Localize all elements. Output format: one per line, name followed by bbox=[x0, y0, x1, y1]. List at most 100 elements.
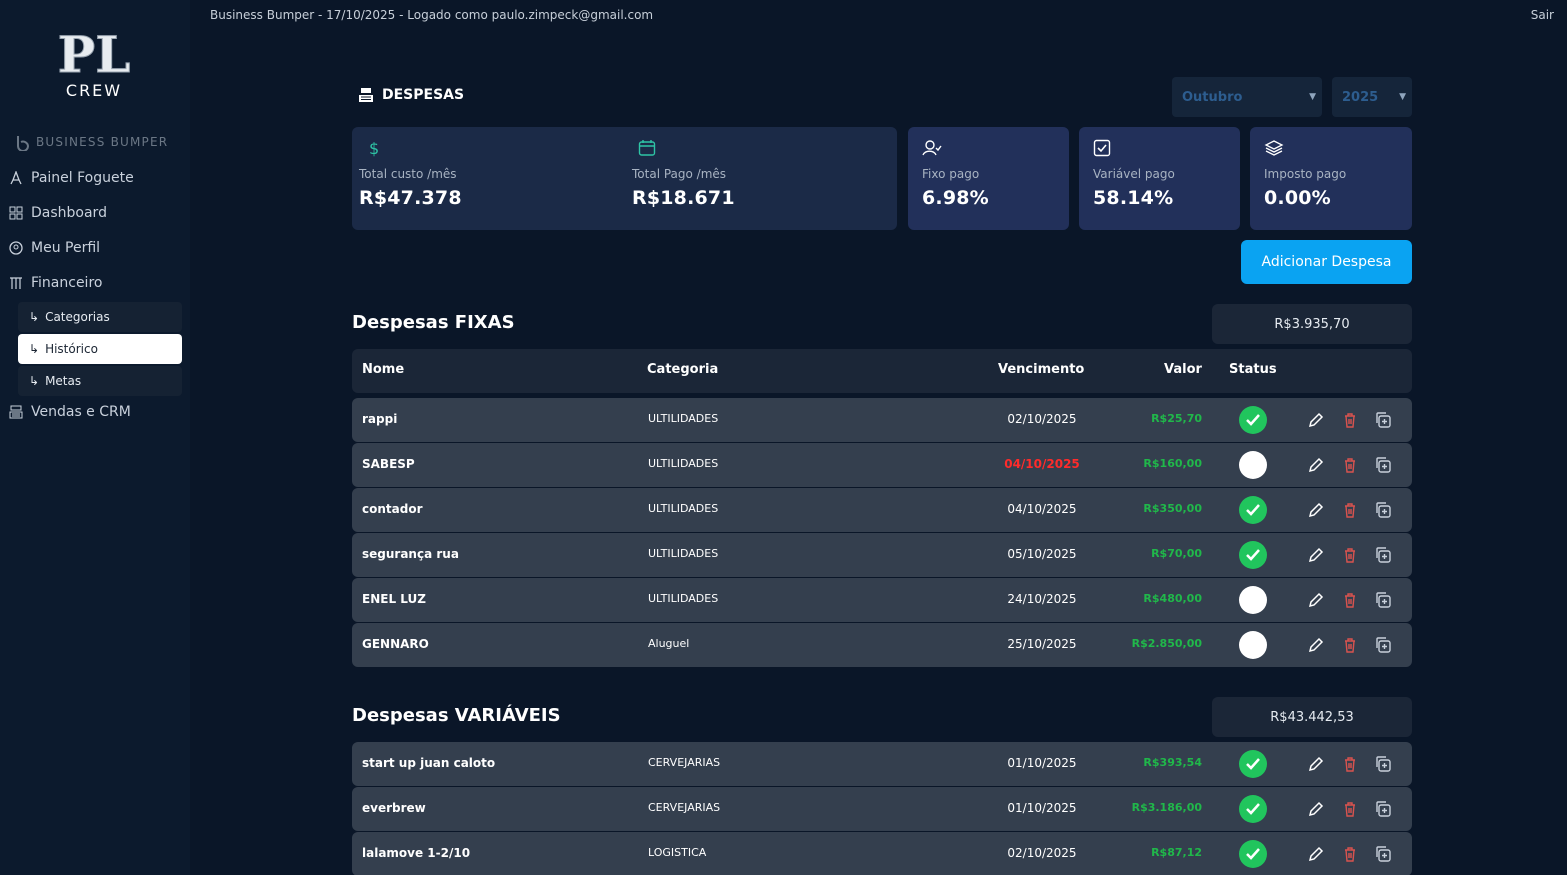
trash-icon[interactable] bbox=[1340, 844, 1360, 864]
unpaid-toggle[interactable] bbox=[1239, 586, 1267, 614]
sidebar-item-label: Vendas e CRM bbox=[31, 404, 131, 420]
sidebar-subitem-metas[interactable]: ↳ Metas bbox=[18, 366, 182, 396]
sidebar-item-label: Meu Perfil bbox=[31, 240, 101, 256]
duplicate-icon[interactable] bbox=[1373, 754, 1393, 774]
calendar-icon bbox=[632, 139, 735, 159]
duplicate-icon[interactable] bbox=[1373, 590, 1393, 610]
edit-pencil-icon[interactable] bbox=[1306, 590, 1326, 610]
trash-icon[interactable] bbox=[1340, 635, 1360, 655]
sidebar-item-label: Dashboard bbox=[31, 205, 107, 221]
column-header-vencimento[interactable]: Vencimento bbox=[998, 362, 1085, 377]
paid-check-icon[interactable] bbox=[1239, 840, 1267, 868]
edit-pencil-icon[interactable] bbox=[1306, 754, 1326, 774]
sidebar-item-vendas-crm[interactable]: Vendas e CRM bbox=[9, 401, 131, 423]
brand-text: BUSINESS BUMPER bbox=[36, 135, 169, 149]
expense-name: GENNARO bbox=[362, 637, 429, 651]
table-row: start up juan caloto CERVEJARIAS 01/10/202… bbox=[352, 742, 1412, 786]
edit-pencil-icon[interactable] bbox=[1306, 635, 1326, 655]
duplicate-icon[interactable] bbox=[1373, 455, 1393, 475]
expense-name: rappi bbox=[362, 412, 398, 426]
unpaid-toggle[interactable] bbox=[1239, 631, 1267, 659]
duplicate-icon[interactable] bbox=[1373, 799, 1393, 819]
add-expense-button[interactable]: Adicionar Despesa bbox=[1241, 240, 1412, 284]
expense-name: ENEL LUZ bbox=[362, 592, 426, 606]
edit-pencil-icon[interactable] bbox=[1306, 455, 1326, 475]
trash-icon[interactable] bbox=[1340, 455, 1360, 475]
expense-value: R$87,12 bbox=[1151, 846, 1202, 859]
sidebar: PL CREW BUSINESS BUMPER Painel Foguete D… bbox=[0, 0, 190, 875]
chevron-down-icon: ▼ bbox=[1399, 92, 1406, 102]
month-select[interactable]: Outubro ▼ bbox=[1172, 77, 1322, 117]
page-title-text: DESPESAS bbox=[382, 87, 465, 103]
expense-name: lalamove 1-2/10 bbox=[362, 846, 471, 860]
user-circle-icon bbox=[9, 241, 23, 255]
crew-logo[interactable]: PL CREW bbox=[48, 24, 140, 101]
column-header-status[interactable]: Status bbox=[1229, 362, 1277, 377]
trash-icon[interactable] bbox=[1340, 410, 1360, 430]
logo-text: CREW bbox=[66, 81, 122, 100]
edit-pencil-icon[interactable] bbox=[1306, 844, 1326, 864]
cash-register-icon bbox=[9, 405, 23, 419]
column-header-categoria[interactable]: Categoria bbox=[647, 362, 719, 377]
edit-pencil-icon[interactable] bbox=[1306, 500, 1326, 520]
trash-icon[interactable] bbox=[1340, 500, 1360, 520]
paid-check-icon[interactable] bbox=[1239, 750, 1267, 778]
column-header-valor[interactable]: Valor bbox=[1164, 362, 1202, 377]
expense-value: R$393,54 bbox=[1143, 756, 1202, 769]
stat-label: Total custo /mês bbox=[359, 167, 457, 181]
expense-name: contador bbox=[362, 502, 423, 516]
trash-icon[interactable] bbox=[1340, 754, 1360, 774]
expense-due-date: 25/10/2025 bbox=[1007, 637, 1077, 651]
expense-category: ULTILIDADES bbox=[648, 457, 719, 470]
paid-check-icon[interactable] bbox=[1239, 795, 1267, 823]
stat-fixo-pago: Fixo pago 6.98% bbox=[922, 139, 989, 209]
expense-value: R$350,00 bbox=[1143, 502, 1202, 515]
header-status-text: Business Bumper - 17/10/2025 - Logado co… bbox=[210, 8, 654, 22]
month-select-value: Outubro bbox=[1182, 89, 1243, 105]
expense-category: ULTILIDADES bbox=[648, 547, 719, 560]
year-select[interactable]: 2025 ▼ bbox=[1332, 77, 1412, 117]
sub-arrow-icon: ↳ bbox=[29, 310, 40, 324]
paid-check-icon[interactable] bbox=[1239, 541, 1267, 569]
paid-check-icon[interactable] bbox=[1239, 496, 1267, 524]
logo-monogram: PL bbox=[58, 25, 131, 84]
duplicate-icon[interactable] bbox=[1373, 500, 1393, 520]
duplicate-icon[interactable] bbox=[1373, 635, 1393, 655]
sidebar-item-meu-perfil[interactable]: Meu Perfil bbox=[9, 237, 100, 259]
expense-category: LOGISTICA bbox=[648, 846, 707, 859]
edit-pencil-icon[interactable] bbox=[1306, 799, 1326, 819]
edit-pencil-icon[interactable] bbox=[1306, 545, 1326, 565]
stat-variavel-pago: Variável pago 58.14% bbox=[1093, 139, 1175, 209]
sidebar-item-painel-foguete[interactable]: Painel Foguete bbox=[9, 167, 134, 189]
sub-arrow-icon: ↳ bbox=[29, 374, 40, 388]
trash-icon[interactable] bbox=[1340, 590, 1360, 610]
fixed-expenses-total: R$3.935,70 bbox=[1212, 304, 1412, 344]
column-header-nome[interactable]: Nome bbox=[362, 362, 405, 377]
sidebar-subitem-historico[interactable]: ↳ Histórico bbox=[18, 334, 182, 364]
expense-due-date: 05/10/2025 bbox=[1007, 547, 1077, 561]
cash-register-icon bbox=[359, 88, 373, 102]
user-check-icon bbox=[922, 139, 989, 159]
logout-link[interactable]: Sair bbox=[1530, 8, 1554, 22]
trash-icon[interactable] bbox=[1340, 545, 1360, 565]
stat-total-pago: Total Pago /mês R$18.671 bbox=[632, 139, 735, 209]
table-header: Nome Categoria Vencimento Valor Status bbox=[352, 349, 1412, 393]
expense-value: R$2.850,00 bbox=[1131, 637, 1202, 650]
duplicate-icon[interactable] bbox=[1373, 545, 1393, 565]
duplicate-icon[interactable] bbox=[1373, 844, 1393, 864]
expense-value: R$3.186,00 bbox=[1131, 801, 1202, 814]
stat-total-custo: $ Total custo /mês R$47.378 bbox=[359, 139, 462, 209]
expense-due-date: 02/10/2025 bbox=[1007, 412, 1077, 426]
edit-pencil-icon[interactable] bbox=[1306, 410, 1326, 430]
expense-due-date: 04/10/2025 bbox=[1007, 502, 1077, 516]
variable-expenses-total: R$43.442,53 bbox=[1212, 697, 1412, 737]
trash-icon[interactable] bbox=[1340, 799, 1360, 819]
paid-check-icon[interactable] bbox=[1239, 406, 1267, 434]
table-row: segurança rua ULTILIDADES 05/10/2025 R$70,0… bbox=[352, 533, 1412, 577]
sidebar-item-dashboard[interactable]: Dashboard bbox=[9, 202, 107, 224]
duplicate-icon[interactable] bbox=[1373, 410, 1393, 430]
sidebar-item-financeiro[interactable]: Financeiro bbox=[9, 272, 102, 294]
sidebar-subitem-categorias[interactable]: ↳ Categorias bbox=[18, 302, 182, 332]
stat-imposto-pago: Imposto pago 0.00% bbox=[1264, 139, 1346, 209]
unpaid-toggle[interactable] bbox=[1239, 451, 1267, 479]
